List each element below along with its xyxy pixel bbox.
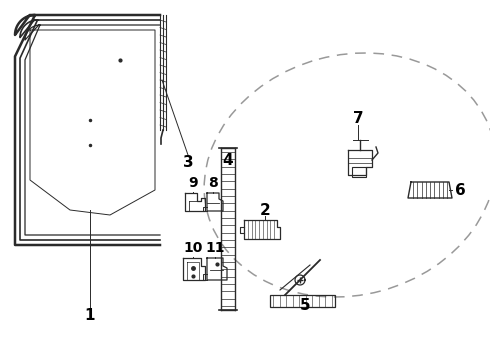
Text: 6: 6	[455, 183, 466, 198]
Text: 11: 11	[205, 241, 225, 255]
Text: 8: 8	[208, 176, 218, 190]
Bar	[352, 167, 366, 177]
Text: 2: 2	[260, 202, 270, 217]
Text: 5: 5	[300, 297, 310, 312]
Text: 4: 4	[222, 153, 233, 167]
Text: 9: 9	[188, 176, 198, 190]
Text: 7: 7	[353, 111, 363, 126]
Text: 3: 3	[183, 154, 194, 170]
Bar	[270, 295, 335, 307]
Text: 10: 10	[183, 241, 203, 255]
Text: 1: 1	[85, 307, 95, 323]
